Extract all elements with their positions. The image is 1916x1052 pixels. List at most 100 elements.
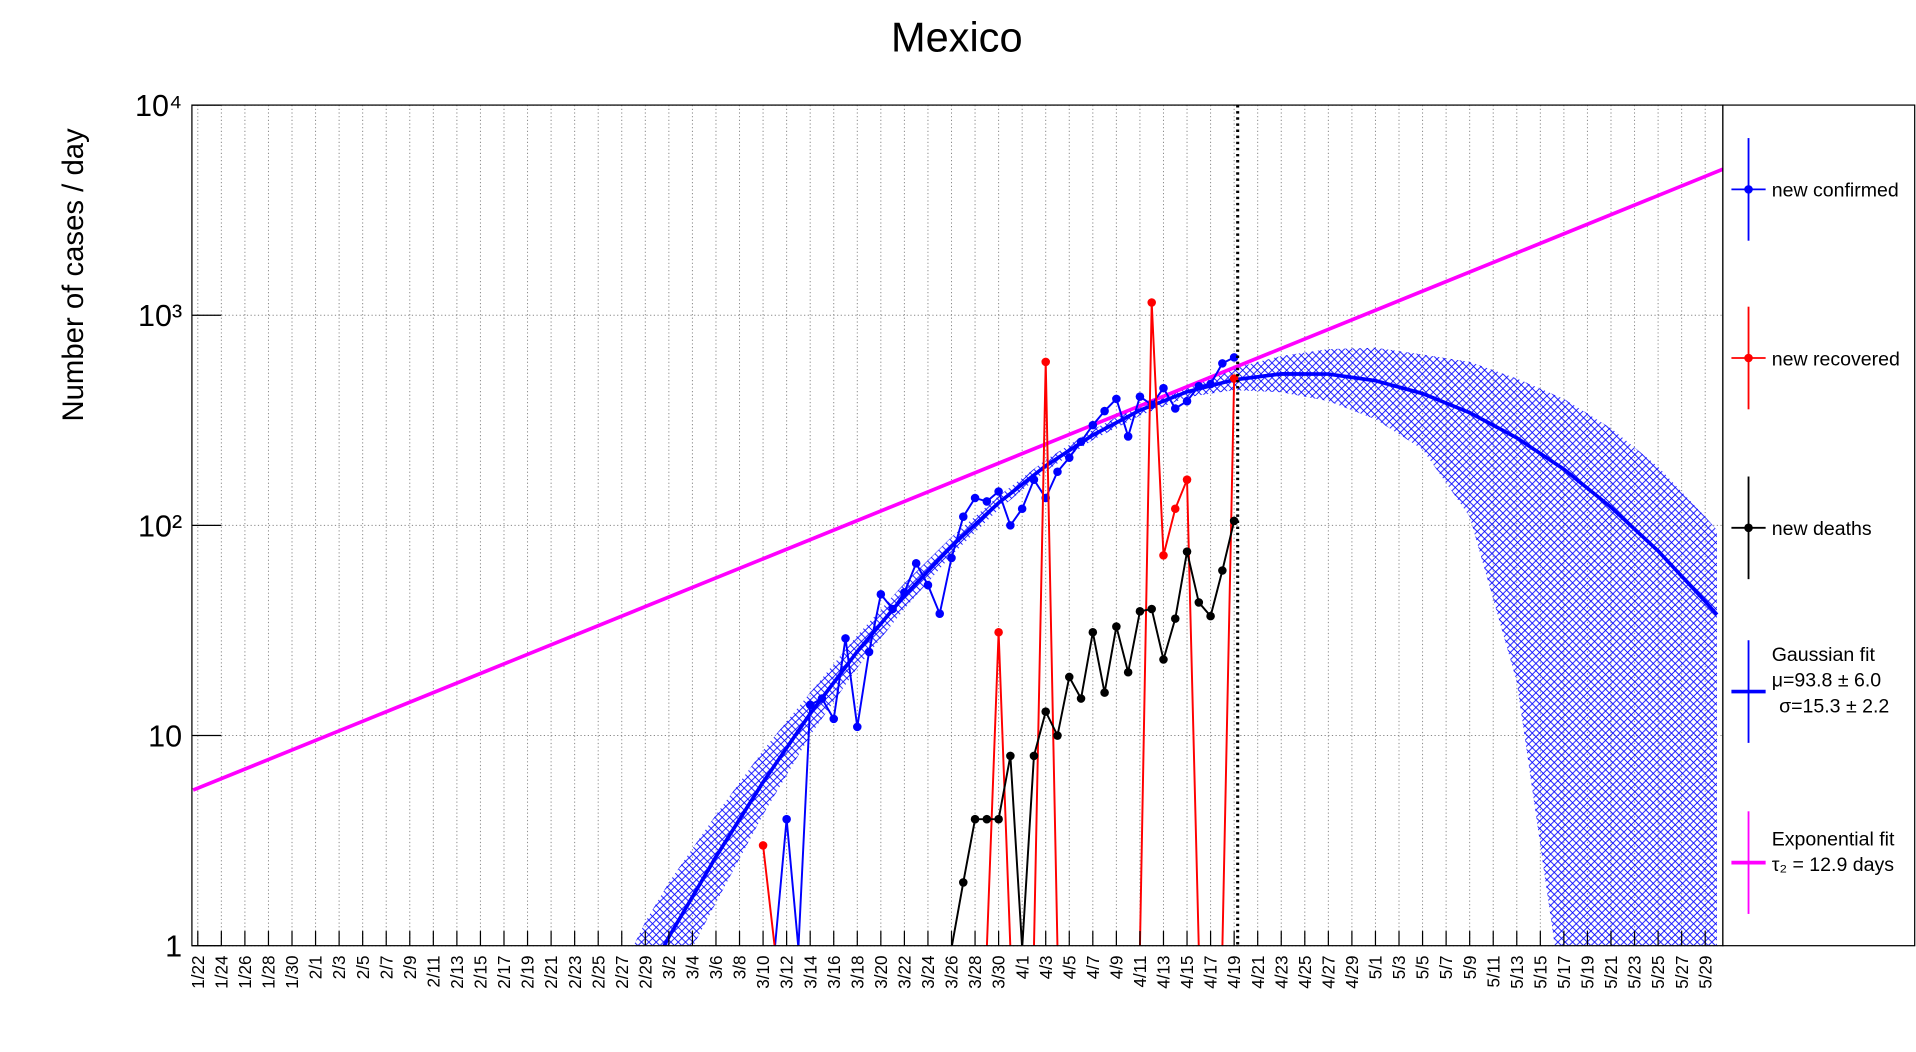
data-point: [1100, 688, 1109, 697]
x-tick-label: 2/19: [519, 955, 538, 988]
data-point: [1053, 731, 1062, 740]
legend-label: new recovered: [1772, 348, 1900, 370]
x-tick-label: 5/21: [1602, 955, 1621, 988]
data-point: [1088, 420, 1098, 430]
x-tick-label: 2/15: [472, 955, 491, 988]
x-tick-label: 3/28: [966, 955, 985, 988]
fit-curve: [662, 372, 1719, 946]
data-point: [1123, 432, 1133, 441]
x-tick-label: 3/4: [684, 955, 703, 979]
data-point: [1194, 381, 1204, 391]
data-point: [817, 694, 827, 703]
axes: 1/22 1/24 1/26 1/28 1/30 2/1 2/3 2/5 2/7 2/9 2/11 2…: [135, 89, 1715, 989]
x-tick-label: 4/13: [1155, 955, 1174, 988]
grid: [191, 104, 1723, 947]
x-tick-label: 5/3: [1390, 955, 1409, 979]
data-point: [1076, 694, 1086, 703]
data-point: [947, 553, 956, 563]
data-point: [1159, 655, 1168, 664]
legend: new confirmed new recovered new deaths Gaus…: [1731, 138, 1900, 914]
data-point: [876, 590, 886, 599]
x-tick-label: 5/13: [1508, 955, 1527, 988]
x-tick-label: 2/21: [542, 955, 561, 988]
x-tick-label: 2/1: [307, 955, 326, 979]
legend-box: [1722, 104, 1916, 947]
data-point: [959, 878, 968, 887]
data-point: [911, 559, 921, 568]
x-tick-label: 4/11: [1131, 955, 1150, 987]
x-tick-label: 2/11: [424, 955, 443, 987]
x-tick-label: 5/17: [1555, 955, 1574, 988]
data-point: [1112, 622, 1121, 631]
legend-label: new deaths: [1772, 518, 1872, 540]
data-point: [1017, 504, 1027, 514]
data-point: [1170, 504, 1180, 514]
data-point: [923, 580, 933, 590]
x-tick-label: 5/11: [1484, 955, 1503, 987]
x-tick-label: 4/19: [1225, 955, 1244, 988]
x-tick-label: 2/17: [495, 955, 514, 988]
x-tick-label: 2/23: [566, 955, 585, 988]
data-point: [1229, 353, 1239, 362]
data-point: [1064, 453, 1074, 462]
data-point: [982, 497, 992, 506]
x-tick-label: 5/23: [1626, 955, 1645, 988]
x-tick-label: 1/22: [189, 955, 208, 988]
data-point: [864, 647, 874, 657]
data-point: [1064, 672, 1074, 682]
data-point: [1182, 396, 1192, 406]
x-tick-label: 4/9: [1107, 955, 1126, 979]
x-tick-label: 3/10: [754, 955, 773, 988]
legend-marker: [1744, 523, 1753, 533]
x-tick-label: 4/5: [1060, 955, 1079, 979]
data-point: [888, 604, 897, 614]
data-point: [1182, 475, 1192, 484]
x-tick-label: 2/7: [377, 955, 396, 979]
x-tick-label: 3/18: [848, 955, 867, 988]
data-point: [758, 841, 768, 850]
legend-label: Gaussian fit: [1772, 644, 1876, 666]
data-point: [829, 714, 839, 724]
data-point: [1170, 404, 1180, 413]
x-tick-label: 5/5: [1414, 955, 1433, 979]
data-point: [982, 814, 992, 824]
data-point: [1159, 383, 1168, 393]
x-tick-label: 3/16: [825, 955, 844, 988]
x-tick-label: 3/20: [872, 955, 891, 988]
data-point: [1135, 392, 1145, 401]
data-point: [994, 487, 1003, 496]
data-point: [1159, 551, 1168, 560]
x-tick-label: 4/29: [1343, 955, 1362, 988]
data-point: [970, 493, 980, 503]
chart-title: Mexico: [891, 13, 1023, 60]
data-point: [1123, 668, 1133, 677]
y-tick-label: 10³: [138, 299, 182, 333]
data-point: [1088, 628, 1098, 637]
data-point: [853, 722, 862, 732]
x-tick-label: 2/9: [401, 955, 420, 979]
x-tick-label: 4/7: [1084, 955, 1103, 979]
x-tick-label: 3/12: [778, 955, 797, 988]
legend-parameter: σ=15.3 ± 2.2: [1779, 695, 1889, 717]
y-tick-label: 10²: [138, 509, 182, 543]
x-tick-label: 5/1: [1367, 955, 1386, 979]
data-point: [1029, 751, 1039, 761]
data-point: [1206, 379, 1215, 389]
x-tick-label: 2/25: [589, 955, 608, 988]
data-point: [1076, 437, 1086, 447]
x-tick-label: 3/26: [943, 955, 962, 988]
x-tick-label: 2/27: [613, 955, 632, 988]
data-point: [1194, 598, 1204, 607]
data-point: [1218, 566, 1227, 575]
data-point: [1182, 547, 1192, 556]
data-point: [1006, 751, 1015, 761]
data-point: [1147, 604, 1156, 614]
data-point: [1112, 394, 1121, 404]
x-tick-label: 4/15: [1178, 955, 1197, 988]
x-tick-label: 4/25: [1296, 955, 1315, 988]
data-point: [1041, 357, 1050, 367]
data-point: [1100, 406, 1109, 416]
x-tick-label: 3/24: [919, 955, 938, 988]
x-tick-label: 3/6: [707, 955, 726, 979]
y-tick-label: 10⁴: [135, 89, 182, 123]
